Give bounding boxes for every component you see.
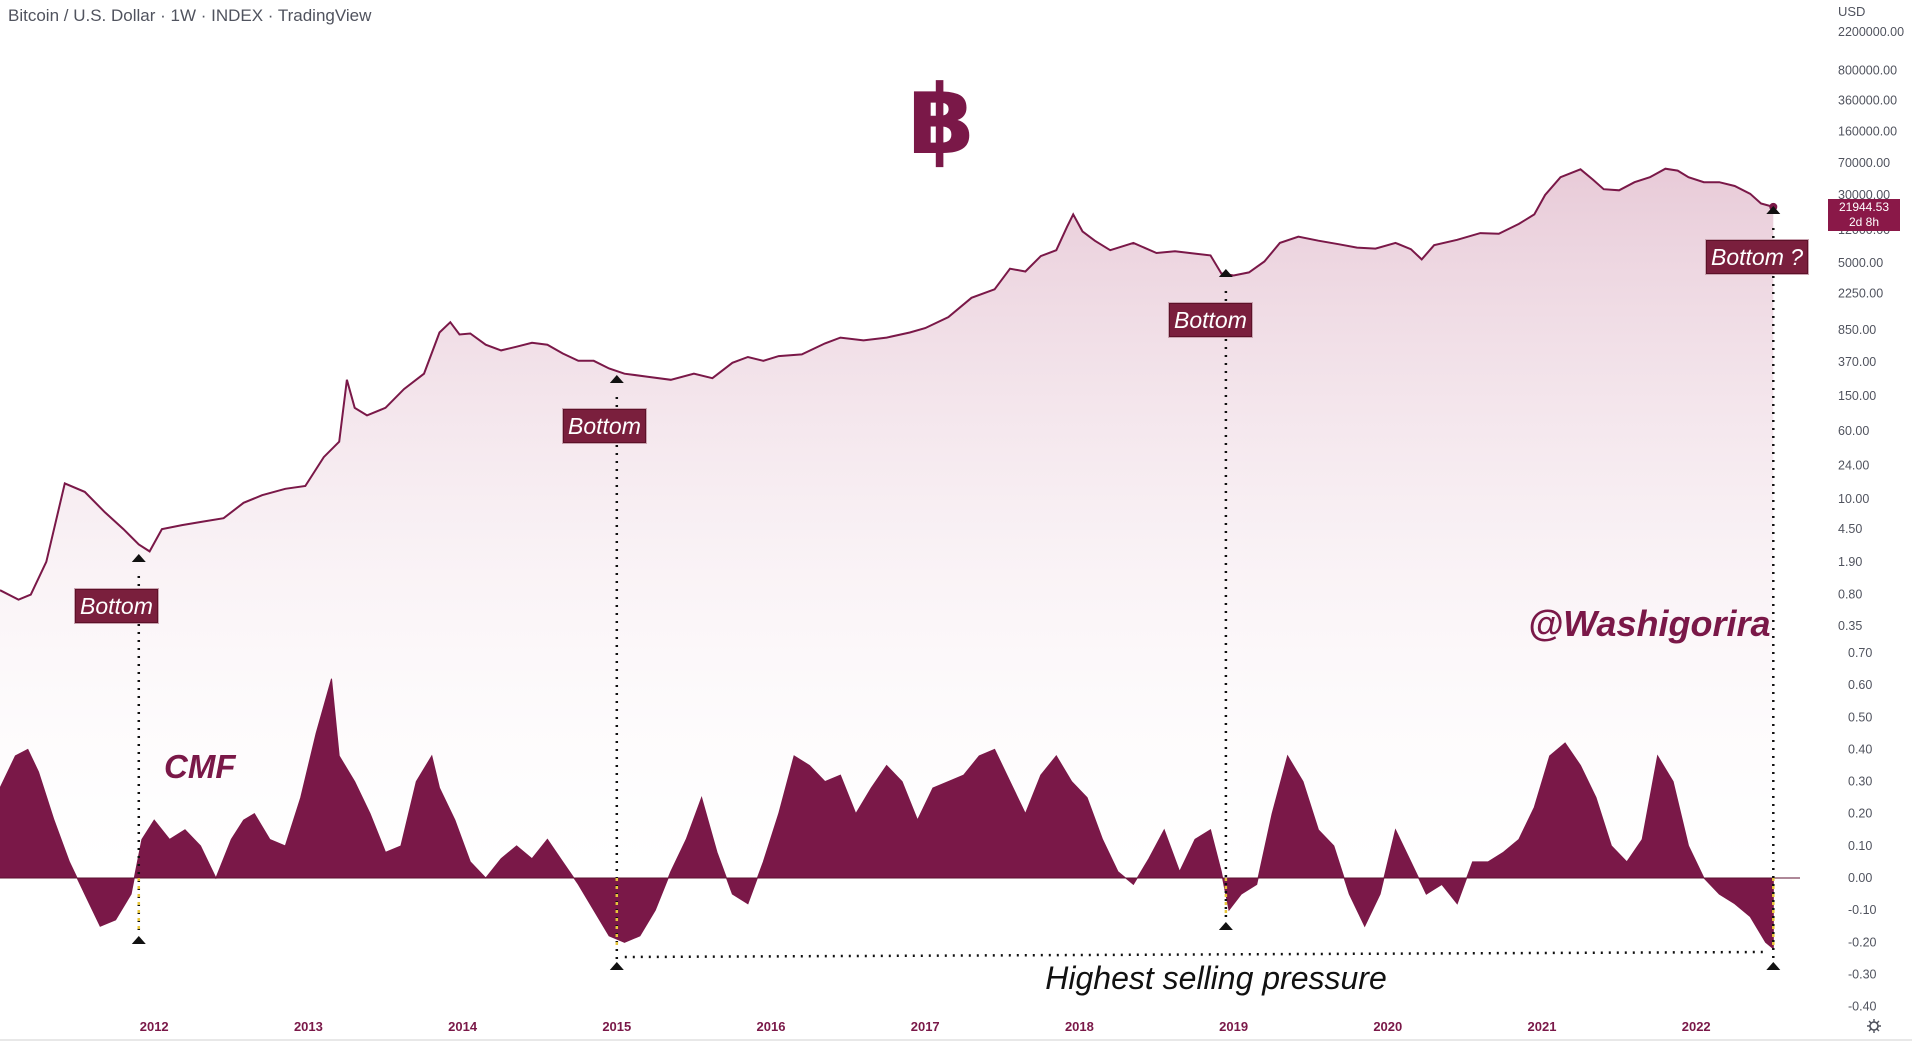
cmf-axis-tick-5: 0.20 [1848, 807, 1872, 821]
bottom-arrow-up-icon-0 [131, 554, 146, 562]
price-axis-tick-5: 30000.00 [1838, 188, 1890, 202]
cmf-axis-tick-4: 0.30 [1848, 775, 1872, 789]
price-axis-tick-0: 2200000.00 [1838, 25, 1904, 39]
price-axis-tick-14: 10.00 [1838, 492, 1869, 506]
gear-icon[interactable] [1866, 1018, 1882, 1034]
price-axis-tick-10: 370.00 [1838, 355, 1876, 369]
selling-pressure-connector [624, 950, 1766, 959]
x-axis-tick-4: 2016 [757, 1019, 786, 1034]
cmf-axis-tick-6: 0.10 [1848, 839, 1872, 853]
cmf-axis-tick-8: -0.10 [1848, 903, 1877, 917]
author-watermark: @Washigorira [1528, 603, 1771, 644]
cmf-axis-tick-7: 0.00 [1848, 871, 1872, 885]
price-axis-tick-17: 0.80 [1838, 588, 1862, 602]
price-area-fill [0, 168, 1774, 870]
price-axis-tick-12: 60.00 [1838, 424, 1869, 438]
x-axis-tick-1: 2013 [294, 1019, 323, 1034]
x-axis-tick-7: 2019 [1219, 1019, 1248, 1034]
bottom-arrow-up-icon-3 [1766, 206, 1781, 214]
price-axis-tick-9: 850.00 [1838, 323, 1876, 337]
cmf-indicator-label: CMF [164, 748, 236, 785]
price-axis-tick-13: 24.00 [1838, 459, 1869, 473]
cmf-axis-tick-3: 0.40 [1848, 742, 1872, 756]
cmf-arrow-up-icon-3 [1766, 962, 1781, 970]
cmf-arrow-up-icon-2 [1218, 922, 1233, 930]
price-axis-tick-16: 1.90 [1838, 555, 1862, 569]
last-price-value: 21944.53 [1838, 200, 1890, 214]
cmf-axis-tick-1: 0.60 [1848, 678, 1872, 692]
price-axis-tick-18: 0.35 [1838, 619, 1862, 633]
x-axis-tick-2: 2014 [448, 1019, 478, 1034]
bottom-label-2011: Bottom [74, 588, 159, 624]
bar-countdown: 2d 8h [1848, 215, 1880, 229]
chart-header-title: Bitcoin / U.S. Dollar · 1W · INDEX · Tra… [8, 6, 372, 25]
bottom-arrow-up-icon-2 [1218, 269, 1233, 277]
x-axis-tick-0: 2012 [140, 1019, 169, 1034]
cmf-arrow-up-icon-1 [609, 962, 624, 970]
price-axis-tick-3: 160000.00 [1838, 124, 1897, 138]
cmf-axis-tick-9: -0.20 [1848, 935, 1877, 949]
bottom-label-2022: Bottom ? [1705, 239, 1810, 275]
x-axis-tick-8: 2020 [1373, 1019, 1402, 1034]
bitcoin-icon: ฿ [908, 64, 975, 176]
price-axis-tick-2: 360000.00 [1838, 94, 1897, 108]
bottom-arrow-up-icon-1 [609, 375, 624, 383]
price-axis-tick-11: 150.00 [1838, 389, 1876, 403]
cmf-axis-tick-10: -0.30 [1848, 967, 1877, 981]
cmf-axis-tick-11: -0.40 [1848, 1000, 1877, 1014]
x-axis-tick-9: 2021 [1528, 1019, 1557, 1034]
cmf-area [0, 678, 1774, 950]
bottom-label-2015: Bottom [562, 408, 647, 444]
price-axis-tick-7: 5000.00 [1838, 256, 1883, 270]
price-axis-tick-8: 2250.00 [1838, 286, 1883, 300]
x-axis-tick-5: 2017 [911, 1019, 940, 1034]
price-axis-tick-1: 800000.00 [1838, 63, 1897, 77]
cmf-axis-tick-2: 0.50 [1848, 710, 1872, 724]
currency-selector[interactable]: USD [1838, 4, 1866, 19]
x-axis-tick-6: 2018 [1065, 1019, 1094, 1034]
last-price-tag: 21944.53 2d 8h [1828, 199, 1900, 231]
selling-pressure-label: Highest selling pressure [1045, 960, 1387, 996]
price-axis-tick-4: 70000.00 [1838, 156, 1890, 170]
bottom-label-2018: Bottom [1168, 302, 1253, 338]
cmf-arrow-up-icon-0 [131, 936, 146, 944]
x-axis-tick-3: 2015 [602, 1019, 631, 1034]
x-axis-tick-10: 2022 [1682, 1019, 1711, 1034]
cmf-axis-tick-0: 0.70 [1848, 646, 1872, 660]
price-line [0, 167, 1774, 601]
price-axis-tick-15: 4.50 [1838, 522, 1862, 536]
